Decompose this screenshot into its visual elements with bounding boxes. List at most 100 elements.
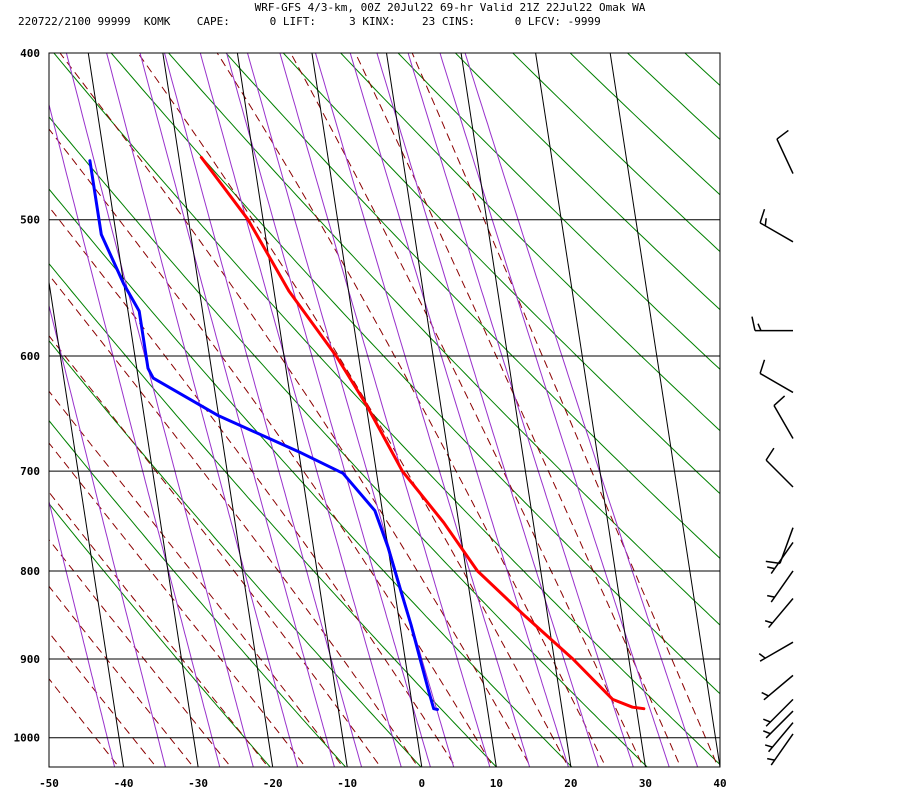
isotherm-line (236, 53, 348, 767)
barb-staff (765, 459, 794, 488)
mixing-ratio-line (247, 53, 455, 767)
barb-feather (751, 316, 756, 331)
moist-adiabat (59, 53, 532, 767)
moist-adiabat (411, 53, 719, 767)
dry-adiabat (684, 53, 720, 87)
mixing-ratio-line (315, 53, 531, 767)
mixing-ratio-line (65, 53, 254, 767)
dry-adiabat (282, 53, 720, 495)
barb-staff (765, 698, 794, 727)
mixing-ratio-line (199, 53, 402, 767)
isotherm-line (311, 53, 423, 767)
y-tick-label: 1000 (14, 732, 41, 745)
dry-adiabat (49, 502, 271, 767)
wind-barb (767, 733, 794, 766)
isotherm-group (49, 53, 720, 767)
mixing-ratio-line (139, 53, 335, 767)
x-tick-label: 10 (490, 777, 503, 790)
mixing-ratio-line (349, 53, 569, 767)
chart-title: WRF-GFS 4/3-km, 00Z 20Jul22 69-hr Valid … (254, 1, 646, 14)
barb-feather (761, 691, 769, 697)
barb-feather (764, 620, 773, 624)
wind-barb (765, 527, 794, 565)
barb-staff (759, 222, 794, 243)
barb-staff (770, 570, 794, 603)
barb-staff (763, 674, 794, 701)
mixing-ratio-line (376, 53, 599, 767)
barb-staff (770, 733, 794, 766)
mixing-ratio-line (49, 102, 221, 767)
dry-adiabat (49, 188, 573, 767)
mixing-ratio-lines (49, 53, 699, 767)
mixing-ratio-line (106, 53, 299, 767)
dry-adiabats (49, 53, 900, 774)
barb-staff (759, 372, 794, 394)
x-tick-label: -40 (114, 777, 134, 790)
x-tick-label: -30 (188, 777, 208, 790)
mixing-ratio-line (464, 53, 699, 767)
x-tick-label: 40 (713, 777, 726, 790)
moist-adiabat (49, 677, 120, 767)
plot-frame (48, 52, 721, 768)
wind-barb (763, 710, 794, 739)
wind-barb (764, 722, 794, 753)
dry-adiabat (225, 53, 720, 560)
dry-adiabat (742, 53, 900, 774)
barb-feather (759, 359, 766, 374)
barb-staff (770, 541, 794, 574)
wind-barbs (751, 129, 794, 766)
wind-barb (776, 129, 794, 174)
series-line-dewpoint (88, 159, 439, 711)
barb-feather (758, 653, 766, 659)
dry-adiabat (397, 53, 720, 371)
x-tick-label: 30 (639, 777, 652, 790)
moist-adiabat (49, 205, 457, 767)
barb-feather (763, 730, 771, 735)
moist-adiabat (49, 442, 307, 767)
x-tick-label: 20 (564, 777, 577, 790)
moist-adiabat (49, 491, 269, 767)
dry-adiabat (49, 116, 648, 767)
wind-barb (767, 570, 794, 603)
moist-adiabat (354, 53, 682, 767)
barb-feather (757, 323, 762, 331)
barb-staff (759, 641, 794, 662)
moist-adiabat (49, 631, 157, 767)
x-tick-label: 0 (418, 777, 425, 790)
barb-staff (767, 597, 794, 629)
wind-barb (764, 597, 794, 629)
isotherm-line (460, 53, 572, 767)
x-tick-label: -10 (337, 777, 357, 790)
y-tick-label: 700 (20, 465, 40, 478)
barb-staff (765, 710, 794, 739)
barb-staff (767, 722, 794, 753)
x-tick-label: -20 (263, 777, 283, 790)
wind-barb (751, 316, 793, 332)
dry-adiabat (340, 53, 720, 432)
mixing-ratio-line (164, 53, 363, 767)
moist-adiabat (49, 274, 419, 767)
profile-series (88, 155, 646, 711)
moist-adiabat (216, 53, 607, 767)
chart-header: WRF-GFS 4/3-km, 00Z 20Jul22 69-hr Valid … (0, 0, 900, 36)
mixing-ratio-line (226, 53, 431, 767)
wind-barb (758, 641, 794, 662)
mixing-ratio-line (49, 303, 166, 767)
y-tick-label: 500 (20, 214, 40, 227)
barb-staff (773, 405, 794, 439)
barb-feather (759, 208, 766, 224)
moist-adiabat (290, 53, 644, 767)
series-line-temperature (199, 155, 646, 711)
dry-adiabat (110, 53, 720, 695)
moist-adiabat (49, 390, 344, 767)
barb-feather (764, 744, 773, 748)
isotherm-line (87, 53, 199, 767)
isotherm-line (162, 53, 274, 767)
wind-barb (759, 359, 794, 394)
x-tick-label: -50 (39, 777, 59, 790)
y-tick-label: 900 (20, 653, 40, 666)
y-tick-label: 600 (20, 350, 40, 363)
wind-barb (767, 541, 794, 574)
dry-adiabat (627, 53, 720, 141)
